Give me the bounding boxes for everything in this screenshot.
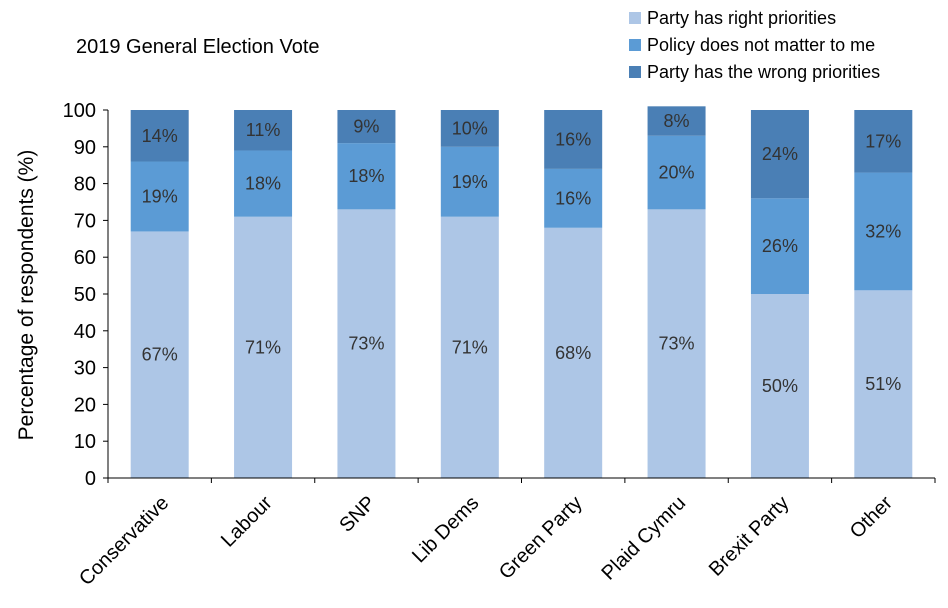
chart-title: 2019 General Election Vote xyxy=(76,36,320,58)
y-tick-label: 20 xyxy=(74,394,96,416)
legend: Party has right priorities Policy does no… xyxy=(629,8,880,82)
bar-segment-2-lib-dems xyxy=(440,146,499,217)
y-tick-label: 30 xyxy=(74,358,96,380)
bar-segment-2-labour xyxy=(234,150,293,217)
data-label: 8% xyxy=(664,111,690,131)
data-label: 18% xyxy=(348,166,384,186)
legend-label: Policy does not matter to me xyxy=(647,35,875,55)
data-label: 32% xyxy=(865,221,901,241)
x-category-label: Brexit Party xyxy=(705,492,794,581)
y-tick-label: 50 xyxy=(74,284,96,306)
data-label: 9% xyxy=(353,117,379,137)
y-tick-label: 100 xyxy=(63,100,96,122)
bar-segment-3-brexit-party xyxy=(750,110,809,199)
x-category-label: Other xyxy=(846,492,897,543)
y-tick-label: 90 xyxy=(74,137,96,159)
bar-segment-3-lib-dems xyxy=(440,110,499,147)
data-label: 14% xyxy=(142,126,178,146)
x-category-label: Conservative xyxy=(75,492,173,590)
data-label: 17% xyxy=(865,131,901,151)
bar-segment-2-green-party xyxy=(544,168,603,228)
bar-segment-1-labour xyxy=(234,216,293,478)
x-category-label: Green Party xyxy=(495,492,587,584)
bar-segment-2-brexit-party xyxy=(750,198,809,294)
bar-segment-3-conservative xyxy=(130,110,189,162)
legend-swatch xyxy=(629,12,641,24)
y-tick-label: 60 xyxy=(74,247,96,269)
data-label: 19% xyxy=(142,186,178,206)
y-tick-label: 10 xyxy=(74,431,96,453)
data-label: 73% xyxy=(348,334,384,354)
data-label: 16% xyxy=(555,129,591,149)
bar-segment-1-lib-dems xyxy=(440,216,499,478)
bar-segment-3-plaid-cymru xyxy=(647,106,706,136)
y-tick-label: 0 xyxy=(85,468,96,490)
legend-swatch xyxy=(629,39,641,51)
data-label: 16% xyxy=(555,188,591,208)
data-label: 73% xyxy=(659,334,695,354)
x-category-label: SNP xyxy=(335,492,380,537)
data-labels-group: 67% 19% 14% 71% 18% 11% 73% 18% 9% 71% 19% 10% 68% 16… xyxy=(142,111,902,396)
bar-segment-2-conservative xyxy=(130,161,189,232)
data-label: 50% xyxy=(762,376,798,396)
bar-segment-3-snp xyxy=(337,110,396,144)
y-tick-label: 40 xyxy=(74,321,96,343)
x-category-label: Labour xyxy=(217,492,277,552)
bar-segment-1-other xyxy=(854,290,913,478)
bar-segment-1-green-party xyxy=(544,227,603,478)
data-label: 18% xyxy=(245,174,281,194)
bar-segment-3-green-party xyxy=(544,110,603,169)
bar-segment-2-plaid-cymru xyxy=(647,135,706,210)
legend-label: Party has the wrong priorities xyxy=(647,62,880,82)
data-label: 71% xyxy=(245,337,281,357)
data-label: 71% xyxy=(452,337,488,357)
bar-segment-1-brexit-party xyxy=(750,294,809,478)
legend-swatch xyxy=(629,66,641,78)
y-tick-label: 80 xyxy=(74,174,96,196)
data-label: 20% xyxy=(659,163,695,183)
data-label: 51% xyxy=(865,374,901,394)
x-category-label: Lib Dems xyxy=(408,492,483,567)
data-label: 10% xyxy=(452,118,488,138)
data-label: 11% xyxy=(246,120,281,140)
bar-segment-2-other xyxy=(854,172,913,291)
y-axis-title: Percentage of respondents (%) xyxy=(15,150,38,441)
legend-label: Party has right priorities xyxy=(647,8,836,28)
data-label: 26% xyxy=(762,236,798,256)
x-category-label: Plaid Cymru xyxy=(598,492,691,585)
bar-segment-2-snp xyxy=(337,143,396,210)
bar-segment-3-other xyxy=(854,110,913,173)
bar-segment-1-plaid-cymru xyxy=(647,209,706,479)
bar-segment-1-conservative xyxy=(130,231,189,478)
data-label: 67% xyxy=(142,345,178,365)
data-label: 24% xyxy=(762,144,798,164)
bars-group xyxy=(130,106,913,479)
data-label: 19% xyxy=(452,172,488,192)
data-label: 68% xyxy=(555,343,591,363)
bar-segment-3-labour xyxy=(234,110,293,151)
y-tick-label: 70 xyxy=(74,210,96,232)
bar-segment-1-snp xyxy=(337,209,396,479)
